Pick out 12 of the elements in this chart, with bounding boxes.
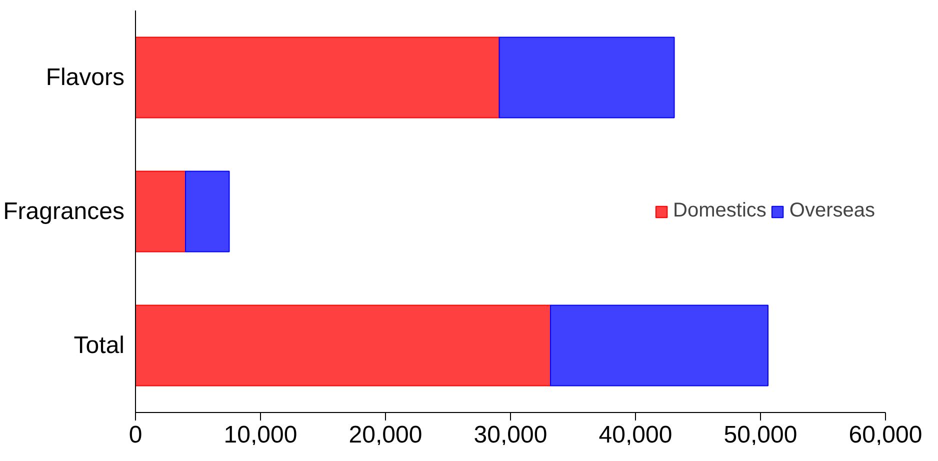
legend-label: Domestics bbox=[673, 200, 766, 222]
y-tick-label: Total bbox=[74, 332, 125, 359]
bar bbox=[136, 304, 551, 386]
y-tick-label: Flavors bbox=[46, 64, 125, 91]
bar bbox=[136, 170, 186, 252]
bar bbox=[550, 304, 768, 386]
legend-label: Overseas bbox=[789, 200, 875, 222]
bar bbox=[136, 36, 500, 118]
x-tick-label: 0 bbox=[128, 422, 142, 448]
bar bbox=[185, 170, 230, 252]
y-tick-label: Fragrances bbox=[3, 198, 125, 225]
bar bbox=[498, 36, 675, 118]
